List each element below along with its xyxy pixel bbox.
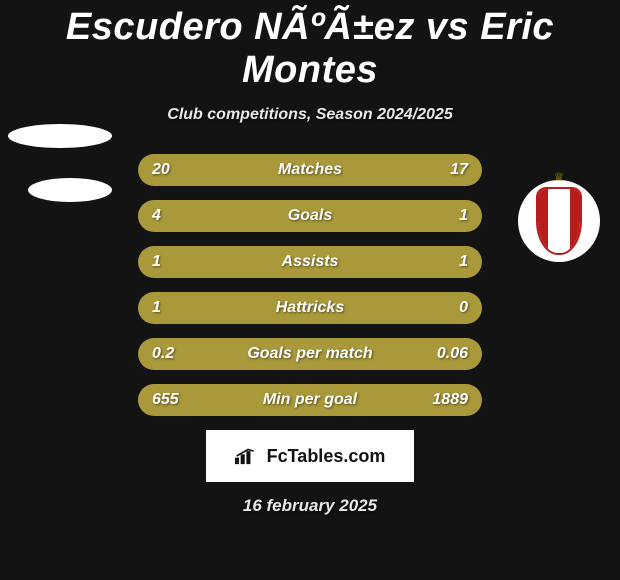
stat-right-value: 1889 — [432, 391, 468, 409]
stat-row: 1Hattricks0 — [138, 292, 482, 324]
stat-right-value: 0.06 — [437, 345, 468, 363]
stat-right-value: 17 — [450, 161, 468, 179]
stat-row: 4Goals1 — [138, 200, 482, 232]
stat-row: 655Min per goal1889 — [138, 384, 482, 416]
crest-shield — [536, 187, 582, 255]
stat-right-value: 1 — [459, 253, 468, 271]
stat-right-value: 1 — [459, 207, 468, 225]
subtitle: Club competitions, Season 2024/2025 — [0, 106, 620, 124]
stat-row: 0.2Goals per match0.06 — [138, 338, 482, 370]
branding-card: FcTables.com — [206, 430, 414, 482]
stat-row: 20Matches17 — [138, 154, 482, 186]
page-title: Escudero NÃºÃ±ez vs Eric Montes — [0, 0, 620, 92]
stat-label: Hattricks — [138, 299, 482, 317]
stat-label: Matches — [138, 161, 482, 179]
stat-label: Goals — [138, 207, 482, 225]
stat-row: 1Assists1 — [138, 246, 482, 278]
stat-label: Assists — [138, 253, 482, 271]
player1-avatar-placeholder — [8, 124, 112, 148]
chart-icon — [235, 447, 261, 465]
stat-right-value: 0 — [459, 299, 468, 317]
date-text: 16 february 2025 — [0, 496, 620, 516]
player1-club-placeholder — [28, 178, 112, 202]
stat-label: Min per goal — [138, 391, 482, 409]
player2-club-crest: ♕ — [518, 180, 600, 262]
branding-text: FcTables.com — [267, 446, 386, 467]
crest-crown-icon: ♕ — [544, 170, 574, 182]
stat-label: Goals per match — [138, 345, 482, 363]
